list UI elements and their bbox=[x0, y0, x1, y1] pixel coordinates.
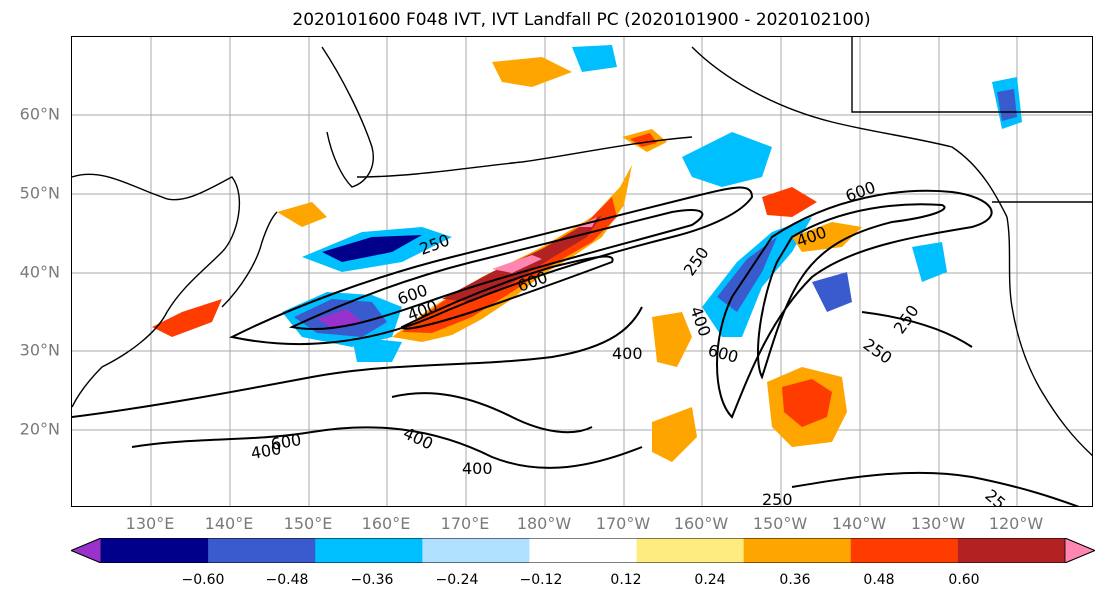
contour-label: 400 bbox=[400, 423, 436, 453]
negative-south-center bbox=[352, 337, 402, 362]
negative-north-sea bbox=[572, 45, 617, 72]
colorbar-tick-label: −0.60 bbox=[181, 572, 225, 588]
colorbar bbox=[71, 538, 1095, 563]
ivt-contours bbox=[72, 186, 1080, 506]
ivt-contour-600 bbox=[400, 255, 614, 330]
colorbar-segment bbox=[850, 538, 959, 563]
map-canvas: 250 600 400 600 250 400 600 400 600 400 … bbox=[72, 37, 1092, 507]
positive-south-east-core bbox=[782, 379, 832, 427]
negative-north bbox=[682, 132, 772, 187]
lon-label: 170°E bbox=[440, 514, 490, 533]
positive-north-small bbox=[492, 57, 572, 87]
alaska-coast bbox=[691, 46, 1008, 218]
contour-label: 250 bbox=[860, 335, 896, 368]
colorbar-segment bbox=[529, 538, 638, 563]
colorbar-tick-label: −0.12 bbox=[519, 572, 563, 588]
japan-coast bbox=[221, 211, 278, 308]
colorbar-segment bbox=[957, 538, 1066, 563]
negative-east-small bbox=[912, 242, 947, 282]
lon-label: 150°W bbox=[752, 514, 808, 533]
ivt-contour-east-inner bbox=[757, 203, 946, 380]
asia-coast bbox=[72, 173, 240, 408]
positive-west-small bbox=[277, 202, 327, 227]
ivt-contour-250 bbox=[229, 186, 754, 346]
lon-label: 160°E bbox=[361, 514, 411, 533]
colorbar-segment bbox=[208, 538, 316, 563]
colorbar-tick-label: −0.36 bbox=[350, 572, 394, 588]
colorbar-segments bbox=[71, 538, 1095, 563]
negative-band-north-core bbox=[322, 235, 422, 262]
ivt-contour-south-west bbox=[131, 426, 643, 469]
ivt-contour-400 bbox=[288, 209, 704, 331]
map-title: 2020101600 F048 IVT, IVT Landfall PC (20… bbox=[292, 10, 871, 30]
lat-label-40n: 40°N bbox=[19, 262, 60, 282]
colorbar-tick-label: 0.36 bbox=[779, 572, 811, 588]
colorbar-segment bbox=[422, 538, 530, 563]
positive-north-east bbox=[792, 222, 862, 252]
colorbar-segment bbox=[101, 538, 209, 563]
lat-label-20n: 20°N bbox=[19, 419, 60, 439]
contour-label: 25 bbox=[981, 486, 1009, 507]
positive-south-central bbox=[652, 407, 697, 462]
colorbar-segment bbox=[636, 538, 745, 563]
lat-label-30n: 30°N bbox=[19, 340, 60, 360]
aleutians bbox=[356, 136, 693, 178]
positive-north-east bbox=[762, 187, 817, 217]
colorbar-tick-label: 0.48 bbox=[863, 572, 895, 588]
lon-label: 160°W bbox=[673, 514, 729, 533]
positive-band-max bbox=[492, 255, 542, 273]
contour-label: 250 bbox=[890, 301, 923, 337]
colorbar-tick-label: −0.48 bbox=[265, 572, 309, 588]
pc-shading bbox=[152, 45, 1022, 462]
ivt-contour-400-south bbox=[391, 392, 593, 434]
canada-border bbox=[851, 37, 1092, 113]
contour-label: 400 bbox=[612, 344, 643, 363]
colorbar-extend-low bbox=[71, 538, 102, 563]
lat-label-60n: 60°N bbox=[19, 104, 60, 124]
negative-east-small bbox=[812, 272, 852, 312]
colorbar-tick-label: 0.60 bbox=[948, 572, 980, 588]
contour-label: 250 bbox=[762, 490, 793, 507]
positive-south-central bbox=[652, 312, 692, 367]
ivt-contour-250-south bbox=[791, 471, 1080, 506]
colorbar-tick-label: 0.24 bbox=[694, 572, 726, 588]
contour-label: 400 bbox=[462, 459, 493, 478]
ivt-contour-far-east bbox=[861, 311, 973, 348]
contour-label: 600 bbox=[843, 177, 878, 205]
colorbar-segment bbox=[743, 538, 852, 563]
lon-label: 140°W bbox=[831, 514, 887, 533]
lon-label: 150°E bbox=[283, 514, 333, 533]
lat-label-50n: 50°N bbox=[19, 183, 60, 203]
negative-far-east-core bbox=[997, 89, 1017, 121]
lon-label: 120°W bbox=[988, 514, 1044, 533]
contour-label: 250 bbox=[680, 243, 713, 279]
contour-label: 400 bbox=[249, 439, 282, 463]
ivt-contour-east-outer bbox=[716, 189, 993, 419]
lon-label: 170°W bbox=[595, 514, 651, 533]
north-america-coast bbox=[1006, 216, 1092, 457]
coastlines bbox=[72, 37, 1092, 457]
contour-label: 600 bbox=[706, 341, 740, 367]
lon-label: 180°W bbox=[516, 514, 572, 533]
ivt-contour-south bbox=[72, 306, 643, 418]
colorbar-tick-label: −0.24 bbox=[435, 572, 479, 588]
positive-japan bbox=[152, 299, 222, 337]
lon-label: 140°E bbox=[204, 514, 254, 533]
colorbar-tick-label: 0.12 bbox=[610, 572, 642, 588]
lon-label: 130°E bbox=[125, 514, 175, 533]
lon-label: 130°W bbox=[910, 514, 966, 533]
colorbar-segment bbox=[315, 538, 423, 563]
kamchatka-coast bbox=[321, 46, 374, 188]
map-panel: 250 600 400 600 250 400 600 400 600 400 … bbox=[71, 36, 1093, 507]
colorbar-extend-high bbox=[1064, 538, 1095, 563]
